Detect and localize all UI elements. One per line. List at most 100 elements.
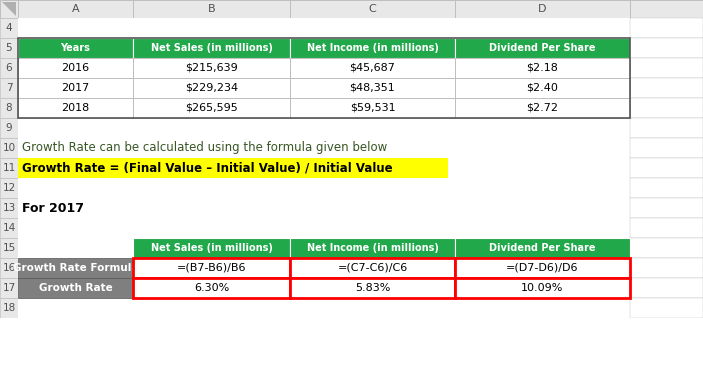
Bar: [630, 0, 703, 18]
Bar: [18, 218, 630, 238]
Bar: [0, 38, 18, 58]
Text: $2.18: $2.18: [527, 63, 558, 73]
Bar: [18, 58, 133, 78]
Text: 16: 16: [2, 263, 15, 273]
Bar: [455, 78, 630, 98]
Bar: [630, 118, 703, 138]
Text: $229,234: $229,234: [185, 83, 238, 93]
Bar: [290, 78, 455, 98]
Bar: [290, 58, 455, 78]
Bar: [0, 98, 18, 118]
Text: Dividend Per Share: Dividend Per Share: [489, 243, 595, 253]
Bar: [0, 218, 18, 238]
Text: 10.09%: 10.09%: [522, 283, 564, 293]
Bar: [133, 98, 290, 118]
Text: Net Income (in millions): Net Income (in millions): [307, 43, 439, 53]
Text: Net Sales (in millions): Net Sales (in millions): [150, 43, 273, 53]
Text: C: C: [368, 4, 376, 14]
Bar: [18, 98, 133, 118]
Text: $265,595: $265,595: [185, 103, 238, 113]
Text: Net Sales (in millions): Net Sales (in millions): [150, 243, 273, 253]
Bar: [455, 38, 630, 58]
Bar: [630, 178, 703, 198]
Bar: [18, 178, 630, 198]
Text: 9: 9: [6, 123, 13, 133]
Text: =(D7-D6)/D6: =(D7-D6)/D6: [506, 263, 579, 273]
Bar: [18, 198, 630, 218]
Bar: [18, 258, 133, 278]
Text: Growth Rate: Growth Rate: [39, 283, 112, 293]
Bar: [290, 258, 455, 278]
Bar: [0, 158, 18, 178]
Bar: [18, 78, 630, 98]
Bar: [18, 58, 630, 78]
Text: 13: 13: [2, 203, 15, 213]
Bar: [290, 278, 455, 298]
Text: $45,687: $45,687: [349, 63, 395, 73]
Bar: [0, 278, 18, 298]
Text: 8: 8: [6, 103, 13, 113]
Bar: [133, 278, 290, 298]
Text: $215,639: $215,639: [185, 63, 238, 73]
Text: 2017: 2017: [61, 83, 89, 93]
Bar: [18, 38, 133, 58]
Bar: [18, 238, 630, 258]
Bar: [630, 298, 703, 318]
Text: Dividend Per Share: Dividend Per Share: [489, 43, 595, 53]
Bar: [18, 258, 630, 278]
Bar: [455, 258, 630, 278]
Bar: [630, 198, 703, 218]
Text: 18: 18: [2, 303, 15, 313]
Bar: [133, 58, 290, 78]
Bar: [18, 18, 630, 38]
Bar: [0, 138, 18, 158]
Bar: [630, 98, 703, 118]
Bar: [630, 218, 703, 238]
Bar: [630, 238, 703, 258]
Bar: [18, 98, 630, 118]
Bar: [18, 38, 630, 118]
Bar: [18, 158, 630, 178]
Text: 10: 10: [2, 143, 15, 153]
Bar: [455, 238, 630, 258]
Bar: [0, 238, 18, 258]
Bar: [290, 98, 455, 118]
Bar: [0, 298, 18, 318]
Bar: [0, 118, 18, 138]
Bar: [18, 78, 133, 98]
Bar: [18, 278, 133, 298]
Bar: [0, 58, 18, 78]
Text: 7: 7: [6, 83, 13, 93]
Bar: [18, 278, 630, 298]
Bar: [630, 278, 703, 298]
Bar: [18, 158, 448, 178]
Text: $48,351: $48,351: [349, 83, 395, 93]
Text: Growth Rate can be calculated using the formula given below: Growth Rate can be calculated using the …: [22, 142, 387, 155]
Text: =(C7-C6)/C6: =(C7-C6)/C6: [337, 263, 408, 273]
Text: Years: Years: [60, 43, 91, 53]
Bar: [133, 258, 290, 278]
Bar: [630, 58, 703, 78]
Bar: [630, 158, 703, 178]
Bar: [630, 38, 703, 58]
Text: For 2017: For 2017: [22, 202, 84, 215]
Bar: [630, 258, 703, 278]
Text: 15: 15: [2, 243, 15, 253]
Bar: [0, 78, 18, 98]
Bar: [0, 198, 18, 218]
Text: 11: 11: [2, 163, 15, 173]
Bar: [0, 178, 18, 198]
Bar: [630, 138, 703, 158]
Bar: [133, 238, 290, 258]
Text: 6.30%: 6.30%: [194, 283, 229, 293]
Bar: [18, 118, 630, 138]
Bar: [290, 0, 455, 18]
Bar: [0, 258, 18, 278]
Text: $2.40: $2.40: [527, 83, 558, 93]
Text: 2018: 2018: [61, 103, 89, 113]
Bar: [455, 98, 630, 118]
Text: A: A: [72, 4, 79, 14]
Bar: [18, 0, 133, 18]
Text: 5.83%: 5.83%: [355, 283, 390, 293]
Bar: [455, 278, 630, 298]
